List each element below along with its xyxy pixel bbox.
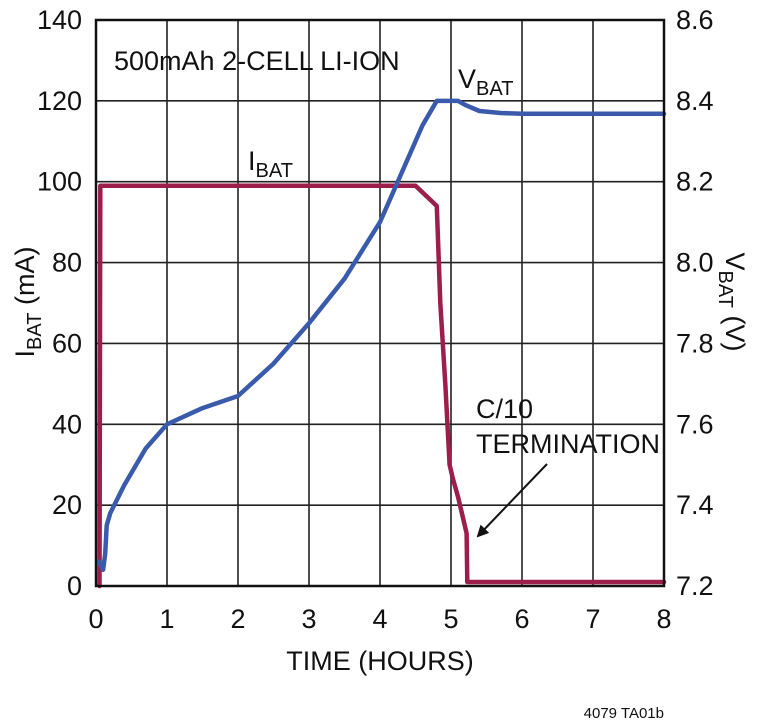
- y-left-tick-label: 0: [67, 571, 82, 601]
- y-right-tick-label: 7.6: [676, 409, 714, 439]
- annotation-termination: TERMINATION: [476, 429, 660, 459]
- series-label-ibat-sub: BAT: [256, 160, 293, 182]
- annotation-arrow: [476, 463, 548, 538]
- grid: [96, 20, 664, 586]
- x-tick-label: 7: [585, 604, 600, 634]
- y-left-tick-label: 80: [52, 248, 82, 278]
- annotation-c10: C/10: [476, 394, 533, 424]
- y-right-title-sub: BAT: [714, 271, 736, 308]
- series-line-ibat: [97, 183, 667, 589]
- y-left-title-sub: BAT: [24, 313, 46, 350]
- y-left-tick-label: 100: [37, 167, 82, 197]
- x-tick-label: 1: [159, 604, 174, 634]
- y-right-tick-label: 8.4: [676, 86, 714, 116]
- y-right-tick-label: 8.2: [676, 167, 714, 197]
- y-right-tick-label: 7.2: [676, 571, 714, 601]
- footnote: 4079 TA01b: [584, 705, 664, 722]
- x-tick-label: 2: [230, 604, 245, 634]
- y-left-tick-label: 140: [37, 5, 82, 35]
- x-tick-label: 0: [88, 604, 103, 634]
- series-layer: [96, 98, 667, 589]
- series-label-vbat: VBAT: [458, 64, 513, 100]
- y-left-tick-label: 40: [52, 409, 82, 439]
- x-tick-label: 8: [656, 604, 671, 634]
- x-axis-title: TIME (HOURS): [286, 646, 473, 676]
- y-left-tick-label: 120: [37, 86, 82, 116]
- y-right-tick-label: 8.0: [676, 248, 714, 278]
- y-right-tick-label: 8.6: [676, 5, 714, 35]
- tick-labels: 0 1 2 3 4 5 6 7 80204060801001201407.27.47.67.88…: [37, 5, 714, 634]
- series-label-vbat-sub: BAT: [476, 78, 513, 100]
- x-tick-label: 6: [514, 604, 529, 634]
- x-tick-label: 3: [301, 604, 316, 634]
- annotation-title: 500mAh 2-CELL LI-ION: [114, 46, 400, 76]
- y-right-title-main: V: [720, 253, 750, 271]
- series-label-ibat-main: I: [248, 146, 256, 176]
- plot-frame: [94, 18, 666, 588]
- y-left-title-rest: (mA): [10, 247, 40, 313]
- y-right-tick-label: 7.8: [676, 328, 714, 358]
- y-axis-right-title: VBAT (V): [714, 253, 750, 352]
- y-left-tick-label: 20: [52, 490, 82, 520]
- y-left-tick-label: 60: [52, 328, 82, 358]
- x-tick-label: 5: [443, 604, 458, 634]
- series-label-ibat: IBAT: [248, 146, 293, 182]
- y-right-title-rest: (V): [720, 308, 750, 352]
- series-label-vbat-main: V: [458, 64, 476, 94]
- series-line-vbat: [96, 98, 667, 573]
- y-axis-left-title: IBAT (mA): [10, 247, 46, 358]
- x-tick-label: 4: [372, 604, 387, 634]
- y-right-tick-label: 7.4: [676, 490, 714, 520]
- y-left-title-main: I: [10, 350, 40, 358]
